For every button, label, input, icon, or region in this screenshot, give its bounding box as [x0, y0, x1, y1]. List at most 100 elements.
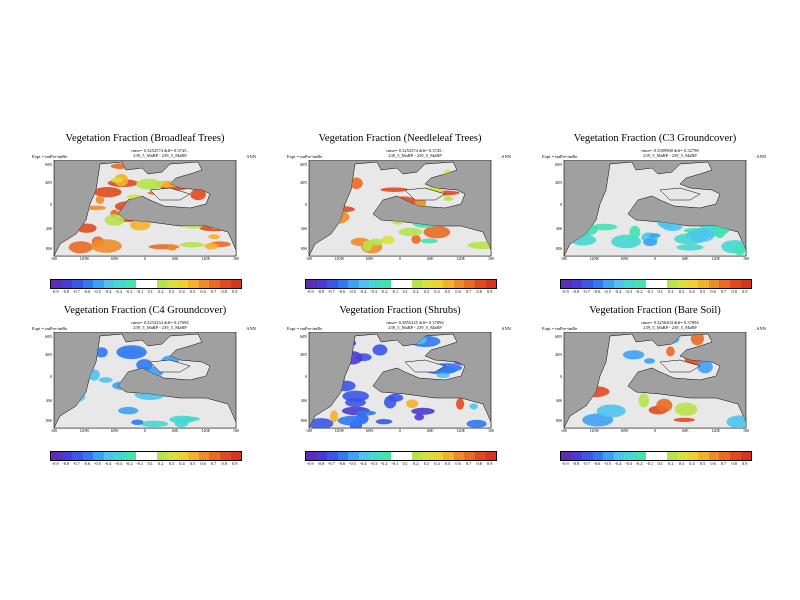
lat-tick-label: 40N: [300, 180, 307, 185]
colorbar-tick-label: -0.9: [306, 289, 314, 294]
lat-tick-label: 80S: [301, 246, 307, 251]
colorbar-tick-label: 0.3: [168, 461, 175, 466]
lat-tick-label: 40N: [45, 180, 52, 185]
field-blob: [398, 227, 423, 237]
colorbar-tick-label: 0.8: [731, 461, 737, 466]
colorbar-swatch: [230, 280, 242, 288]
expt-label: Expt = tmPre-tmRe: [542, 154, 578, 159]
colorbar-swatch: [571, 452, 583, 460]
colorbar: [305, 451, 497, 461]
lon-tick-label: 60E: [427, 428, 434, 432]
colorbar-tick-label: 0.9: [742, 461, 748, 466]
colorbar-tick-label: 0.2: [158, 461, 164, 466]
field-blob: [648, 233, 661, 238]
map-plot: 60N 40N 0 40S 80S 180 120W 60W 0 60E 120E 180: [30, 332, 260, 432]
lon-tick-label: 180: [488, 428, 494, 432]
colorbar-labels: -0.9 -0.8 -0.7 -0.6 -0.5 -0.4 -0.3 -0.2 -0.1 0.1 0…: [560, 289, 750, 295]
colorbar-swatch: [51, 452, 62, 460]
field-blob: [116, 345, 147, 360]
colorbar-swatch: [432, 280, 444, 288]
colorbar-swatch: [379, 280, 391, 288]
colorbar-tick-label: -0.6: [338, 289, 346, 294]
lon-tick-label: 0: [399, 428, 401, 432]
inland-sea: [149, 359, 191, 373]
colorbar-swatch: [592, 280, 604, 288]
colorbar-swatch: [677, 280, 688, 288]
lat-tick-label: 0: [560, 202, 562, 207]
map-canvas: 60N 40N 0 40S 80S 180 120W 60W 0 60E 120E 180: [300, 160, 494, 260]
lat-tick-label: 40S: [46, 398, 52, 403]
field-blob: [118, 406, 139, 415]
colorbar-tick-label: -0.1: [136, 289, 144, 294]
lon-tick-label: 0: [654, 428, 656, 432]
field-blob: [110, 177, 124, 183]
colorbar-tick-label: -0.7: [582, 461, 590, 466]
colorbar-tick-label: 0.4: [179, 289, 185, 294]
field-blob: [98, 377, 113, 383]
colorbar-swatch: [114, 280, 125, 288]
inland-sea: [149, 187, 191, 201]
field-blob: [420, 238, 438, 244]
panel-title: Vegetation Fraction (Shrubs): [339, 305, 461, 316]
colorbar-swatch: [146, 280, 157, 288]
colorbar-tick-label: 0.7: [465, 461, 472, 466]
colorbar-swatch: [561, 280, 572, 288]
colorbar-swatch: [634, 452, 646, 460]
lat-tick-label: 60N: [555, 334, 562, 339]
field-blob: [596, 404, 626, 418]
colorbar-swatch: [188, 280, 199, 288]
lon-tick-label: 120E: [456, 428, 465, 432]
lon-tick-label: 120W: [79, 428, 89, 432]
field-blob: [85, 205, 107, 211]
colorbar-swatch: [443, 452, 454, 460]
colorbar-swatch: [645, 452, 657, 460]
colorbar-tick-label: -0.1: [646, 289, 654, 294]
map-panel-broadleaf: Vegetation Fraction (Broadleaf Trees) rm…: [30, 133, 260, 303]
colorbar-swatch: [156, 452, 168, 460]
field-blob: [349, 177, 363, 189]
lat-tick-label: 0: [560, 374, 562, 379]
colorbar-tick-label: -0.6: [593, 461, 601, 466]
colorbar-swatch: [124, 452, 136, 460]
colorbar-tick-label: 0.2: [668, 461, 674, 466]
colorbar-tick-label: -0.5: [94, 461, 101, 466]
colorbar-tick-label: 0.4: [434, 461, 440, 466]
season-label: ANN: [501, 326, 511, 331]
colorbar-tick-label: -0.4: [104, 461, 112, 466]
season-label: ANN: [246, 326, 256, 331]
colorbar-swatch: [603, 280, 614, 288]
field-blob: [656, 398, 673, 413]
lat-tick-label: 40S: [556, 398, 562, 403]
colorbar-swatch: [687, 452, 699, 460]
colorbar-tick-label: 0.6: [710, 289, 716, 294]
colorbar-tick-label: 0.2: [158, 289, 164, 294]
colorbar-tick-label: 0.5: [189, 461, 196, 466]
colorbar-swatch: [464, 452, 475, 460]
colorbar-swatch: [485, 280, 497, 288]
colorbar: [560, 279, 752, 289]
map-plot: 60N 40N 0 40S 80S 180 120W 60W 0 60E 120E 180: [540, 332, 770, 432]
colorbar-labels: -0.9 -0.8 -0.7 -0.6 -0.5 -0.4 -0.3 -0.2 -0.1 0.1 0…: [50, 461, 240, 467]
colorbar-tick-label: 0.5: [444, 289, 451, 294]
expt-label: Expt = tmPre-tmRe: [32, 154, 68, 159]
field-blob: [355, 410, 377, 416]
colorbar-tick-label: -0.7: [72, 289, 80, 294]
colorbar-swatch: [358, 280, 370, 288]
inland-sea: [659, 359, 701, 373]
colorbar-tick-label: -0.9: [561, 289, 569, 294]
lon-tick-label: 0: [399, 256, 401, 260]
expt-label: Expt = tmPre-tmRe: [542, 326, 578, 331]
panel-title: Vegetation Fraction (C4 Groundcover): [63, 305, 227, 316]
season-label: ANN: [756, 326, 766, 331]
panel-stats: rmse= 0.3589968 diff= 0.32798: [641, 148, 699, 153]
colorbar-tick-label: 0.9: [487, 289, 493, 294]
colorbar-tick-label: -0.7: [327, 289, 335, 294]
colorbar-tick-label: 0.4: [689, 289, 695, 294]
colorbar-swatch: [72, 452, 83, 460]
colorbar-tick-label: -0.3: [625, 461, 633, 466]
lon-tick-label: 180: [306, 256, 312, 260]
field-blob: [443, 196, 454, 201]
colorbar-swatch: [209, 280, 220, 288]
field-blob: [384, 395, 397, 409]
lat-tick-label: 80S: [556, 418, 562, 423]
